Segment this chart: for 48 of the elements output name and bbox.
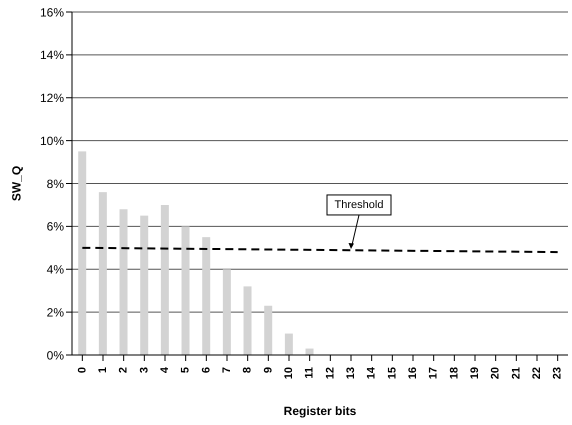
bar: [182, 226, 190, 355]
bar: [222, 269, 231, 355]
x-tick-label: 14: [366, 366, 378, 380]
x-tick-label: 6: [200, 367, 212, 374]
bar: [78, 151, 86, 355]
x-tick-label: 7: [221, 367, 233, 374]
y-tick-label: 0%: [46, 348, 64, 362]
bar: [202, 237, 210, 355]
x-tick-label: 2: [118, 367, 130, 374]
x-tick-label: 23: [552, 367, 564, 380]
x-axis-title: Register bits: [284, 404, 357, 418]
bar: [120, 209, 128, 355]
x-tick-label: 10: [283, 367, 295, 380]
x-tick-label: 8: [242, 367, 254, 374]
bar: [160, 204, 169, 355]
x-tick-label: 20: [490, 367, 502, 380]
y-tick-label: 2%: [46, 305, 64, 320]
x-tick-label: 3: [138, 367, 150, 374]
x-tick-label: 0: [76, 367, 88, 374]
bar: [244, 286, 252, 355]
bar: [264, 306, 272, 355]
x-tick-label: 1: [97, 367, 109, 374]
y-tick-label: 4%: [46, 262, 64, 277]
x-tick-label: 19: [469, 367, 481, 380]
y-tick-label: 14%: [40, 48, 64, 62]
x-tick-label: 15: [386, 367, 398, 380]
bar: [98, 192, 107, 355]
x-tick-label: 12: [324, 367, 336, 380]
x-tick-label: 9: [262, 367, 274, 374]
x-tick-label: 4: [159, 366, 171, 374]
x-tick-label: 17: [428, 367, 440, 380]
bar: [284, 334, 293, 355]
annotation: Threshold: [334, 198, 384, 211]
x-tick-label: 21: [510, 367, 522, 380]
bar: [306, 348, 314, 355]
x-tick-label: 16: [407, 367, 419, 380]
x-tick-label: 18: [448, 367, 460, 380]
y-tick-label: 12%: [40, 91, 64, 106]
bar: [140, 216, 148, 355]
y-tick-label: 8%: [46, 176, 64, 191]
y-tick-label: 6%: [46, 220, 64, 234]
x-tick-label: 5: [180, 367, 192, 374]
y-tick-label: 16%: [40, 5, 64, 20]
y-tick-label: 10%: [40, 134, 64, 148]
x-tick-label: 22: [531, 367, 543, 380]
y-axis-title: SW_Q: [9, 166, 24, 202]
x-tick-label: 11: [304, 367, 316, 379]
x-tick-label: 13: [345, 367, 357, 380]
